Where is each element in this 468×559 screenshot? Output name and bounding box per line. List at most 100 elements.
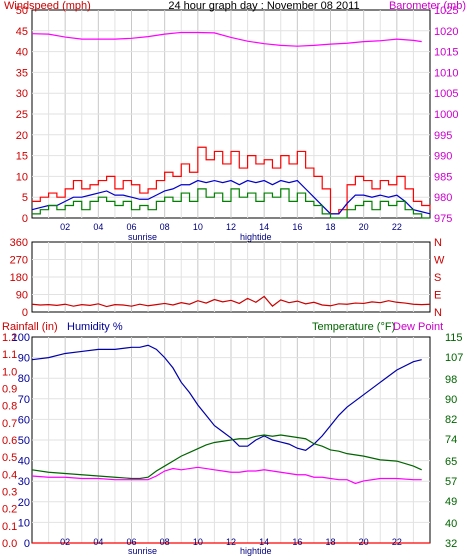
wind-panel-series bbox=[31, 31, 431, 219]
rainfall-label: Rainfall (in) bbox=[2, 321, 58, 333]
rain-tick-label: 0.0 bbox=[2, 538, 17, 550]
temp-tick-label: 32 bbox=[445, 538, 457, 550]
temp-tick-label: 107 bbox=[445, 352, 463, 364]
x-tick-label: 14 bbox=[259, 222, 269, 232]
y-tick-label: 985 bbox=[434, 171, 452, 183]
humidity-tick-label: 90 bbox=[18, 353, 30, 365]
humidity-tick-label: 50 bbox=[18, 435, 30, 447]
direction-panel-grid bbox=[32, 242, 430, 312]
weather-panel-sunrise-label: sunrise bbox=[128, 546, 157, 556]
y-tick-label: 270 bbox=[10, 255, 28, 267]
temperature-label: Temperature (°F) bbox=[312, 321, 395, 333]
direction-panel-left-ticks: 0 90 180 270 360 bbox=[10, 237, 28, 319]
wind-panel-left-ticks: 0 5 10 15 20 25 30 35 40 45 50 bbox=[16, 5, 28, 225]
wind-panel-left-label: Windspeed (mph) bbox=[4, 0, 91, 12]
y-tick-label: 30 bbox=[16, 88, 28, 100]
wind-panel-right-label: Barometer (mb) bbox=[389, 0, 466, 12]
direction-letter: E bbox=[434, 290, 441, 302]
chart-title: 24 hour graph day : November 08 2011 bbox=[168, 0, 359, 12]
temp-tick-label: 57 bbox=[445, 476, 457, 488]
weather-panel-temp-ticks: 32 40 49 57 65 74 82 90 98 107 115 bbox=[445, 332, 463, 550]
y-tick-label: 1010 bbox=[434, 67, 458, 79]
wind-panel-series-line-0 bbox=[32, 146, 431, 215]
x-tick-label: 02 bbox=[60, 222, 70, 232]
x-tick-label: 14 bbox=[259, 537, 269, 547]
x-tick-label: 12 bbox=[226, 537, 236, 547]
temp-tick-label: 115 bbox=[445, 332, 463, 344]
rain-tick-label: 0.1 bbox=[2, 521, 17, 533]
y-tick-label: 1005 bbox=[434, 88, 458, 100]
temp-tick-label: 90 bbox=[445, 394, 457, 406]
y-tick-label: 995 bbox=[434, 130, 452, 142]
rain-tick-label: 0.8 bbox=[2, 401, 17, 413]
x-tick-label: 22 bbox=[392, 222, 402, 232]
x-tick-label: 06 bbox=[126, 537, 136, 547]
x-tick-label: 16 bbox=[292, 222, 302, 232]
y-tick-label: 1000 bbox=[434, 109, 458, 121]
wind-panel-hightide-label: hightide bbox=[240, 232, 272, 242]
humidity-label: Humidity % bbox=[67, 321, 123, 333]
direction-letter: N bbox=[434, 307, 442, 319]
y-tick-label: 40 bbox=[16, 47, 28, 59]
x-tick-label: 22 bbox=[392, 537, 402, 547]
y-tick-label: 10 bbox=[16, 171, 28, 183]
humidity-tick-label: 60 bbox=[18, 414, 30, 426]
x-tick-label: 08 bbox=[160, 222, 170, 232]
y-tick-label: 20 bbox=[16, 130, 28, 142]
temp-tick-label: 82 bbox=[445, 414, 457, 426]
x-tick-label: 16 bbox=[292, 537, 302, 547]
wind-panel-right-ticks: 975 980 985 990 995 1000 1005 1010 1015 1020 1025 bbox=[434, 5, 458, 225]
humidity-tick-label: 80 bbox=[18, 373, 30, 385]
y-tick-label: 15 bbox=[16, 151, 28, 163]
wind-panel-series-line-1 bbox=[31, 179, 431, 215]
direction-letter: S bbox=[434, 272, 441, 284]
humidity-tick-label: 0 bbox=[24, 538, 30, 550]
wind-panel-series-line-3 bbox=[31, 31, 422, 47]
rain-tick-label: 1.1 bbox=[2, 349, 17, 361]
x-tick-label: 10 bbox=[193, 537, 203, 547]
temp-tick-label: 49 bbox=[445, 496, 457, 508]
weather-panel-grid bbox=[32, 337, 430, 543]
wind-panel-x-ticks: 02 04 06 08 10 12 14 16 18 20 22 bbox=[60, 222, 402, 232]
humidity-tick-label: 100 bbox=[12, 332, 30, 344]
y-tick-label: 180 bbox=[10, 272, 28, 284]
rain-tick-label: 0.3 bbox=[2, 487, 17, 499]
y-tick-label: 5 bbox=[22, 192, 28, 204]
x-tick-label: 02 bbox=[60, 537, 70, 547]
rain-tick-label: 0.6 bbox=[2, 435, 17, 447]
y-tick-label: 1025 bbox=[434, 5, 458, 17]
weather-panel-hightide-label: hightide bbox=[240, 546, 272, 556]
wind-panel-grid bbox=[32, 10, 430, 218]
y-tick-label: 25 bbox=[16, 109, 28, 121]
rain-tick-label: 1.0 bbox=[2, 366, 17, 378]
rain-tick-label: 0.9 bbox=[2, 384, 17, 396]
x-tick-label: 08 bbox=[160, 537, 170, 547]
direction-letter: W bbox=[434, 255, 445, 267]
rain-tick-label: 0.4 bbox=[2, 469, 17, 481]
humidity-tick-label: 20 bbox=[18, 497, 30, 509]
y-tick-label: 45 bbox=[16, 26, 28, 38]
y-tick-label: 1015 bbox=[434, 47, 458, 59]
y-tick-label: 980 bbox=[434, 192, 452, 204]
weather-series-line-0 bbox=[31, 344, 422, 451]
x-tick-label: 20 bbox=[359, 537, 369, 547]
y-tick-label: 1020 bbox=[434, 26, 458, 38]
temp-tick-label: 74 bbox=[445, 434, 457, 446]
rain-tick-label: 0.2 bbox=[2, 504, 17, 516]
y-tick-label: 0 bbox=[22, 307, 28, 319]
x-tick-label: 18 bbox=[325, 222, 335, 232]
wind-panel-series-line-2 bbox=[32, 188, 430, 219]
x-tick-label: 06 bbox=[126, 222, 136, 232]
rain-tick-label: 1.2 bbox=[2, 332, 17, 344]
x-tick-label: 04 bbox=[93, 222, 103, 232]
x-tick-label: 20 bbox=[359, 222, 369, 232]
dewpoint-label: Dew Point bbox=[393, 321, 443, 333]
x-tick-label: 18 bbox=[325, 537, 335, 547]
wind-panel-sunrise-label: sunrise bbox=[128, 232, 157, 242]
weather-panel-x-ticks: 02 04 06 08 10 12 14 16 18 20 22 bbox=[60, 537, 402, 547]
direction-panel-series bbox=[31, 295, 431, 308]
weather-series-line-2 bbox=[31, 466, 422, 485]
y-tick-label: 90 bbox=[16, 290, 28, 302]
